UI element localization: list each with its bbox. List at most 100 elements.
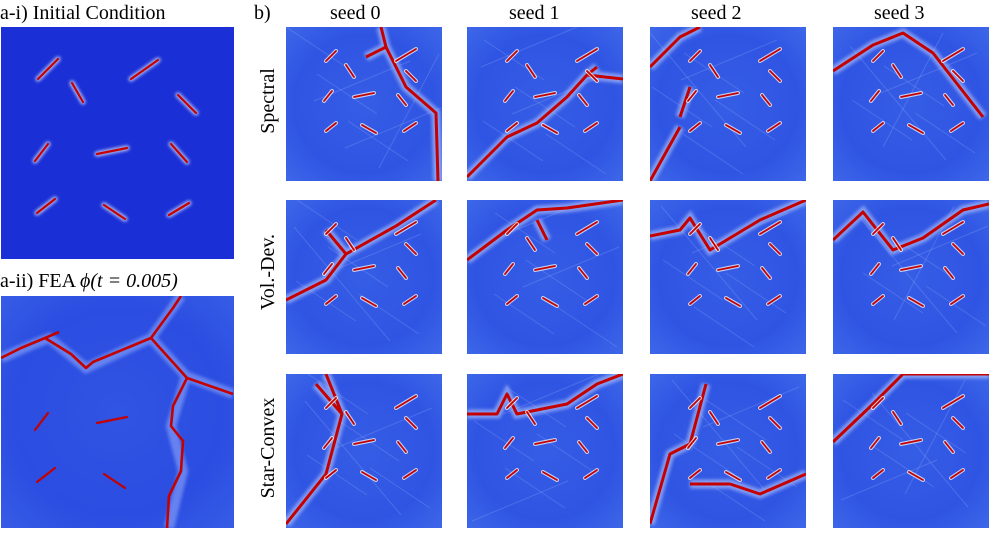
notch [586,70,598,82]
notch [584,469,598,479]
notch [872,397,884,409]
texture-line [504,467,566,509]
crack-path [650,200,806,252]
column-header-seed-2: seed 2 [691,2,742,24]
notch [506,397,518,409]
texture-line [304,400,402,516]
damage-field [833,27,989,181]
notch [950,122,964,132]
notch [900,92,922,98]
notch [759,48,781,62]
notch [944,267,954,279]
texture-line [369,467,431,509]
texture-line [347,120,409,162]
notch [687,437,697,449]
notch [353,265,375,271]
notch [689,122,701,132]
notch [578,94,588,106]
notch [761,94,771,106]
field-shading [286,200,442,354]
panel-star-convex-seed-1 [467,374,623,528]
texture-line [840,459,938,501]
notch [578,441,588,453]
notch [506,469,518,479]
notch [725,297,741,307]
notch [870,437,880,449]
damage-field [467,374,623,528]
notch [586,417,598,429]
notch [542,471,558,481]
notch [526,64,536,78]
notch [870,263,880,275]
notch [506,50,518,62]
notch [908,124,924,134]
notch [403,122,417,132]
notch [395,395,417,409]
notch [576,395,598,409]
notch [405,70,417,82]
panel-vol-dev-seed-1 [467,200,623,354]
notch [717,265,739,271]
crack-path [650,383,806,525]
texture-line [880,52,978,94]
field-shading [467,200,623,354]
damage-field [650,200,806,354]
notch [584,295,598,305]
texture-line [545,133,607,175]
notch [345,64,355,78]
notch [397,267,407,279]
texture-line [286,27,347,68]
notch [325,469,337,479]
notch [769,243,781,255]
texture-line [660,205,758,321]
notch [717,439,739,445]
panel-star-convex-seed-0 [286,374,442,528]
notch [323,437,333,449]
notch [709,237,719,251]
notch [872,469,884,479]
notch [325,50,337,62]
notch [361,471,377,481]
notch [725,471,741,481]
notch [689,50,701,62]
notch [325,397,337,409]
notch [506,223,518,235]
notch [872,50,884,62]
notch [952,70,964,82]
notch [542,297,558,307]
texture-line [493,293,555,335]
notch [689,223,701,235]
panel-a1-title: a-i) Initial Condition [0,2,166,24]
notch [952,417,964,429]
notch [689,469,701,479]
notch [767,295,781,305]
notch [395,48,417,62]
notch [767,469,781,479]
field-shading [286,27,442,181]
texture-line [705,399,767,441]
notch [759,395,781,409]
field-shading [286,374,442,528]
notch [900,265,922,271]
texture-line [471,480,569,522]
field-shading [833,27,989,181]
texture-line [725,272,787,314]
texture-line [502,374,600,415]
texture-line [480,27,578,68]
texture-line [671,379,769,495]
crack-path [833,374,989,444]
notch [325,295,337,305]
row-label-spectral: Spectral [257,68,279,134]
notch [345,237,355,251]
crack-path [467,374,623,416]
notch [870,90,880,102]
notch [323,263,333,275]
texture-line [871,392,969,508]
notch [950,295,964,305]
field-shading [650,200,806,354]
notch [361,297,377,307]
texture-line [702,386,800,428]
notch [506,122,518,132]
notch [405,243,417,255]
notch [908,297,924,307]
